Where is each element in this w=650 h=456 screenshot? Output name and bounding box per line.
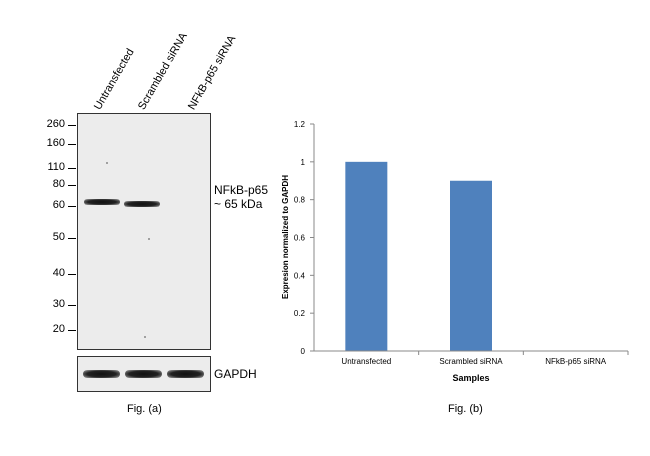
mw-marker-label: 160 [46,137,65,149]
band-annotation: NFkB-p65 ~ 65 kDa [214,183,268,211]
lane-label-nfkb-sirna: NFkB-p65 siRNA [186,33,239,113]
nfkb-band-scrambled [124,201,160,207]
mw-marker-label: 260 [46,118,65,130]
gapdh-band-nfkb [167,370,204,378]
blot-speck [148,238,150,240]
mw-marker-tick [68,144,76,145]
y-tick-label: 1.2 [294,120,306,129]
mw-marker-tick [68,125,76,126]
mw-marker-label: 80 [52,178,65,190]
blot-speck [144,336,146,338]
y-tick-label: 0.6 [294,234,306,243]
x-tick-label: NFkB-p65 siRNA [545,357,607,366]
mw-marker-label: 60 [52,199,65,211]
gapdh-band-scrambled [125,370,162,378]
mw-marker-tick [68,206,76,207]
figure-a-caption: Fig. (a) [127,403,162,415]
x-axis-label: Samples [452,373,489,383]
figure-b-caption: Fig. (b) [448,403,483,415]
mw-marker-label: 40 [52,267,65,279]
mw-marker-tick [68,274,76,275]
bar-1 [450,180,492,351]
gapdh-band-untransfected [83,370,120,378]
y-tick-label: 0 [301,347,306,356]
mw-marker-tick [68,168,76,169]
y-tick-label: 1 [301,158,306,167]
y-tick-label: 0.4 [294,271,306,280]
x-tick-label: Scrambled siRNA [439,357,503,366]
mw-marker-label: 20 [52,323,65,335]
main-blot-panel [77,113,211,350]
mw-marker-label: 30 [52,298,65,310]
mw-marker-tick [68,185,76,186]
gapdh-label: GAPDH [214,367,257,381]
lane-label-untransfected: Untransfected [92,46,137,112]
mw-marker-label: 50 [52,231,65,243]
y-tick-label: 0.2 [294,309,306,318]
band-label-name: NFkB-p65 [214,183,269,197]
y-axis-label: Expresion normalized to GAPDH [281,175,290,299]
mw-marker-label: 110 [47,161,65,173]
band-label-size: ~ 65 kDa [214,197,263,211]
gapdh-blot-panel [77,356,211,392]
mw-marker-tick [68,305,76,306]
mw-marker-tick [68,330,76,331]
mw-marker-tick [68,238,76,239]
x-tick-label: Untransfected [341,357,391,366]
bar-0 [345,161,388,351]
expression-bar-chart: 0 0.2 0.4 0.6 0.8 1 1.2 Untransfected Scrambled… [281,120,629,383]
blot-speck [106,162,108,164]
nfkb-band-untransfected [84,199,120,205]
y-tick-label: 0.8 [294,196,306,205]
lane-label-scrambled-sirna: Scrambled siRNA [136,30,190,113]
